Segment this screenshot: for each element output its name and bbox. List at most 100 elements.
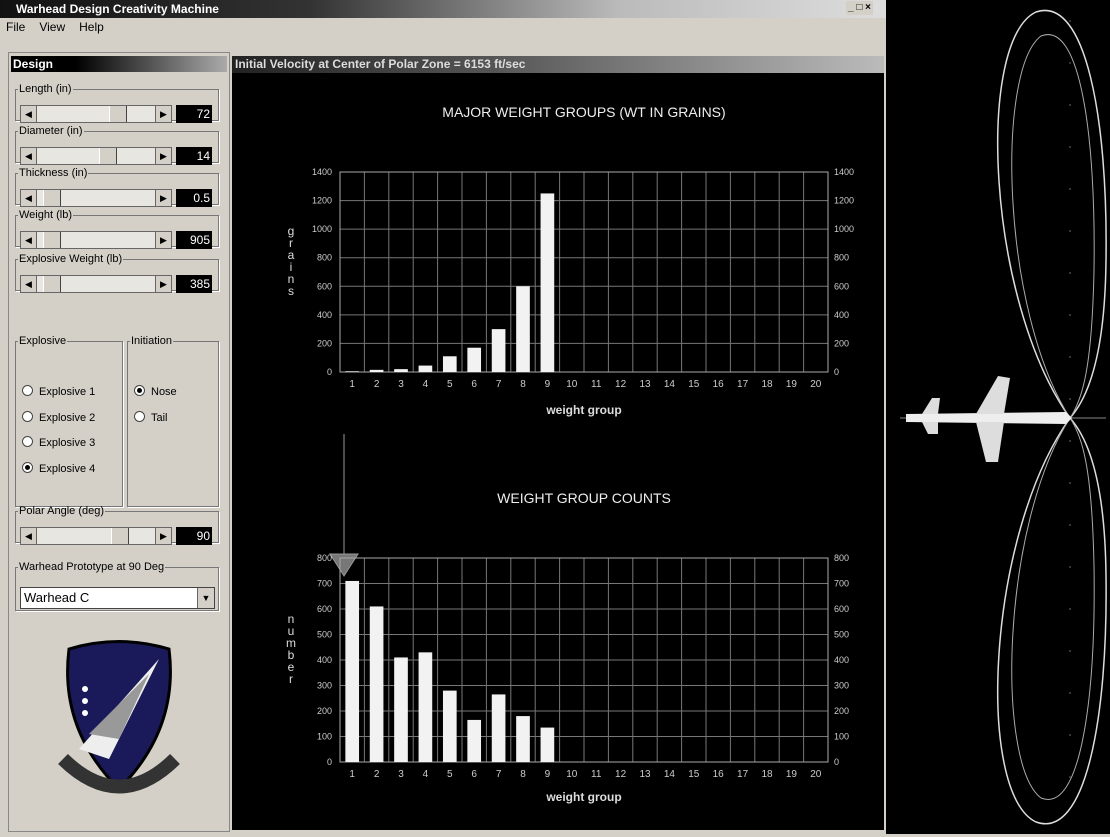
x-tick-label: 17 [737,769,749,780]
bar [540,193,555,372]
radio-button[interactable] [22,385,33,396]
scroll-right[interactable]: ▶ [155,106,171,122]
y-tick-label: 600 [317,604,332,614]
scroll-thumb[interactable] [109,106,127,122]
radio-option[interactable]: Explosive 3 [22,436,95,449]
scroll-thumb[interactable] [99,148,117,164]
scroll-left[interactable]: ◀ [21,528,37,544]
radio-option[interactable]: Explosive 1 [22,385,95,398]
bar [369,369,384,372]
y-tick-label: 500 [317,630,332,640]
combo-arrow[interactable]: ▼ [197,588,214,608]
scroll-thumb[interactable] [111,528,129,544]
scroll-right[interactable]: ▶ [155,276,171,292]
x-tick-label: 11 [591,769,602,780]
scroll-right[interactable]: ▶ [155,528,171,544]
x-tick-label: 4 [423,379,429,390]
x-tick-label: 10 [566,379,578,390]
radio-button[interactable] [134,410,145,422]
design-panel: Design Length (in) ◀ ▶ 72 Diameter (in) ◀ ▶ 14 T… [8,52,230,832]
y2-tick-label: 0 [834,367,839,377]
slider-label: Length (in) [19,83,72,95]
slider-group: Diameter (in) ◀ ▶ 14 [15,125,219,165]
radio-button[interactable] [134,385,145,396]
menu-item[interactable]: Help [79,20,104,34]
bar [491,694,506,762]
scroll-right[interactable]: ▶ [155,232,171,248]
scrollbar[interactable]: ◀ ▶ [20,275,172,293]
scroll-right[interactable]: ▶ [155,190,171,206]
radio-option[interactable]: Explosive 2 [22,410,95,424]
scrollbar[interactable]: ◀ ▶ [20,189,172,207]
scroll-thumb[interactable] [43,190,61,206]
menu-item[interactable]: File [6,20,26,34]
radio-label: Explosive 4 [39,462,96,475]
radio-option[interactable]: Explosive 4 [22,461,96,475]
scrollbar[interactable]: ◀ ▶ [20,231,172,249]
scroll-left[interactable]: ◀ [21,106,37,122]
panel-header: Initial Velocity at Center of Polar Zone… [232,56,884,73]
combo-group: Warhead Prototype at 90 Deg Warhead C ▼ [15,561,219,611]
scrollbar[interactable]: ◀ ▶ [20,147,172,165]
y2-tick-label: 700 [834,579,849,589]
x-tick-label: 13 [639,379,651,390]
polar-view [886,0,1110,834]
bar [442,690,457,762]
title-bar: Warhead Design Creativity Machine _ □ × [0,0,886,18]
x-tick-label: 2 [374,769,380,780]
radio-button[interactable] [22,410,33,422]
x-tick-label: 20 [810,769,822,780]
logo-art [58,640,180,794]
slider-value: 385 [176,275,212,293]
x-tick-label: 5 [447,379,453,390]
bar [491,329,506,372]
slider-label: Explosive Weight (lb) [19,253,123,265]
plot-frame [339,171,829,373]
x-tick-label: 19 [786,769,798,780]
y-tick-label: 200 [317,338,332,348]
y-tick-label: 600 [317,281,332,291]
x-tick-label: 3 [398,769,404,780]
window-controls[interactable]: _ □ × [846,1,873,15]
scrollbar[interactable]: ◀ ▶ [20,105,172,123]
bar [467,347,482,372]
y2-tick-label: 0 [834,757,839,767]
x-tick-label: 1 [349,379,355,390]
x-tick-label: 15 [688,769,700,780]
x-tick-label: 1 [349,769,355,780]
scroll-right[interactable]: ▶ [155,148,171,164]
scroll-left[interactable]: ◀ [21,232,37,248]
radio-option[interactable]: Tail [134,410,168,424]
x-tick-label: 16 [713,379,725,390]
y2-tick-label: 800 [834,553,849,563]
scroll-left[interactable]: ◀ [21,190,37,206]
combo-box[interactable]: Warhead C ▼ [20,587,215,609]
menu-item[interactable]: View [39,20,66,34]
radio-group: Initiation Nose Tail [127,335,219,507]
x-tick-label: 7 [496,769,502,780]
x-tick-label: 3 [398,379,404,390]
y2-tick-label: 100 [834,732,849,742]
x-tick-label: 6 [471,769,477,780]
radio-option[interactable]: Nose [134,385,177,398]
aircraft-wings [922,376,1010,462]
y2-tick-label: 600 [834,604,849,614]
y2-tick-label: 1200 [834,196,854,206]
y2-tick-label: 1400 [834,167,854,177]
scroll-thumb[interactable] [43,276,61,292]
scrollbar[interactable]: ◀ ▶ [20,527,172,545]
bar [442,356,457,372]
bar [394,369,408,372]
slider-label: Weight (lb) [19,209,72,221]
scroll-thumb[interactable] [43,232,61,248]
radio-button[interactable] [22,436,33,447]
y2-tick-label: 600 [834,281,849,291]
scroll-left[interactable]: ◀ [21,276,37,292]
bar [467,719,482,762]
x-tick-label: 14 [664,379,676,390]
y-tick-label: 800 [317,553,332,563]
y-axis-label: number [284,612,298,684]
scroll-left[interactable]: ◀ [21,148,37,164]
radio-button[interactable] [22,461,33,473]
